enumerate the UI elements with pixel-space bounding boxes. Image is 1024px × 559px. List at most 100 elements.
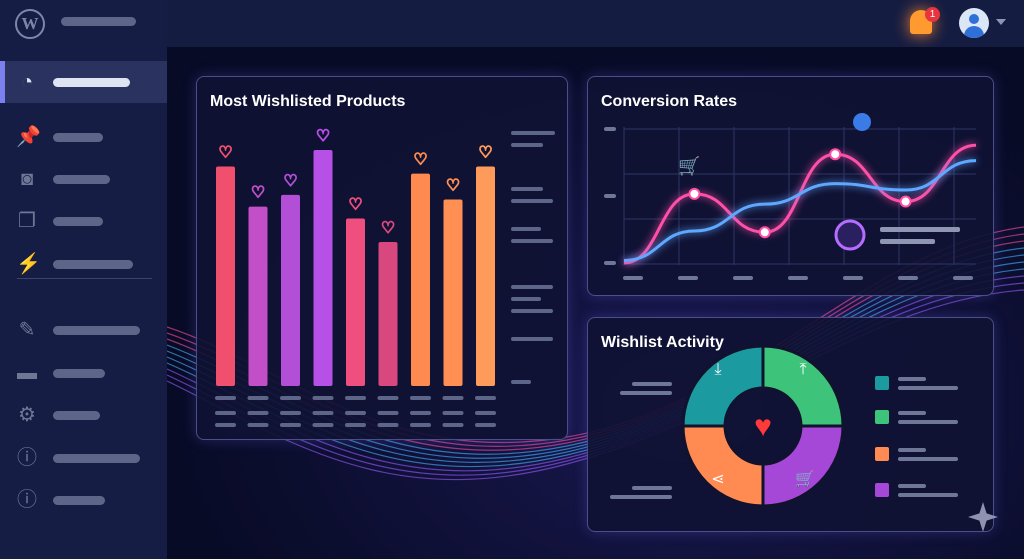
- series-line: [623, 143, 977, 265]
- annotation-placeholder: [880, 227, 960, 232]
- x-tick: [623, 276, 643, 280]
- wordpress-logo-icon[interactable]: W: [15, 9, 45, 39]
- chevron-down-icon[interactable]: [996, 19, 1006, 30]
- sidebar: W ◔ 📌 ◙ ❐ ⚡ ✎ ▬ ⚙ ⓘ ⓘ: [0, 0, 167, 559]
- sidebar-item[interactable]: ✎: [0, 309, 167, 351]
- x-label-placeholder: [345, 396, 366, 400]
- x-label-placeholder: [377, 423, 399, 427]
- wishlist-activity-card: ♥ ⤓ ⤒ 🛒 ⋖ Wishlist Activity: [587, 317, 994, 532]
- sidebar-item-label: [53, 175, 110, 184]
- bar-chart: ♡ ♡ ♡ ♡ ♡ ♡ ♡ ♡ ♡: [215, 127, 555, 427]
- sidebar-item-label: [53, 260, 133, 269]
- sidebar-item[interactable]: ⓘ: [0, 479, 167, 521]
- heart-icon: ♡: [446, 178, 460, 195]
- bar: [281, 194, 300, 386]
- x-label-placeholder: [312, 423, 334, 427]
- sidebar-item[interactable]: 📌: [0, 116, 167, 158]
- plugin-icon: ⚡: [16, 253, 41, 275]
- line-chart: 🛒: [604, 113, 977, 280]
- y-tick: [604, 261, 616, 265]
- heart-icon: ♡: [316, 128, 330, 145]
- x-label-placeholder: [280, 423, 301, 427]
- x-label-placeholder: [442, 396, 464, 400]
- legend-placeholder: [511, 297, 541, 301]
- x-label-placeholder: [345, 423, 366, 427]
- donut-slice: [761, 344, 845, 428]
- bar: [411, 173, 430, 386]
- download-icon: ⤓: [714, 361, 721, 378]
- sidebar-item[interactable]: ⓘ: [0, 437, 167, 479]
- x-label-placeholder: [280, 411, 301, 415]
- legend-placeholder: [511, 143, 543, 147]
- x-label-placeholder: [247, 411, 269, 415]
- legend-placeholder: [898, 457, 958, 461]
- legend-placeholder: [511, 187, 543, 191]
- x-label-placeholder: [377, 396, 399, 400]
- legend-placeholder: [511, 227, 541, 231]
- legend-placeholder: [898, 448, 926, 452]
- callout-placeholder: [632, 486, 672, 490]
- sidebar-item-label: [53, 78, 130, 87]
- donut-chart: ♥ ⤓ ⤒ 🛒 ⋖: [610, 344, 958, 508]
- media-icon: ◙: [20, 168, 34, 190]
- legend-placeholder: [511, 337, 553, 341]
- sidebar-item-label: [53, 454, 140, 463]
- legend-placeholder: [898, 493, 958, 497]
- x-tick: [788, 276, 808, 280]
- sidebar-item[interactable]: ⚡: [0, 243, 167, 285]
- sidebar-item[interactable]: ◙: [0, 158, 167, 200]
- y-tick: [604, 194, 616, 198]
- sidebar-item-label: [53, 411, 100, 420]
- legend-swatch: [875, 376, 889, 390]
- legend-swatch: [875, 410, 889, 424]
- heart-icon: ♡: [348, 196, 362, 213]
- pin-icon: 📌: [16, 126, 41, 148]
- sidebar-item[interactable]: ❐: [0, 200, 167, 242]
- donut-slice: [761, 424, 845, 508]
- heart-icon: ♡: [478, 145, 492, 162]
- info-icon: ⓘ: [17, 489, 37, 511]
- bar: [216, 166, 235, 386]
- site-name[interactable]: [61, 17, 136, 26]
- x-label-placeholder: [312, 396, 334, 400]
- sidebar-item[interactable]: ◔: [0, 61, 167, 103]
- legend-placeholder: [898, 484, 926, 488]
- x-tick: [843, 276, 863, 280]
- x-label-placeholder: [410, 423, 431, 427]
- x-tick: [678, 276, 698, 280]
- top-bar: [0, 0, 1024, 47]
- conversion-rates-card: 🛒 Conversion Rates: [587, 76, 994, 296]
- heart-icon: ♡: [381, 220, 395, 237]
- bar: [248, 206, 268, 386]
- heart-icon: ♥: [754, 410, 772, 443]
- sidebar-item[interactable]: ⚙: [0, 394, 167, 436]
- callout-placeholder: [610, 495, 672, 499]
- data-point: [688, 187, 701, 200]
- user-avatar[interactable]: [959, 8, 989, 38]
- x-tick: [733, 276, 753, 280]
- pages-icon: ❐: [18, 210, 36, 232]
- data-point: [758, 226, 771, 239]
- callout-placeholder: [620, 391, 672, 395]
- legend-placeholder: [898, 377, 926, 381]
- card-title: Wishlist Activity: [601, 334, 724, 351]
- x-label-placeholder: [410, 396, 431, 400]
- legend-placeholder: [898, 411, 926, 415]
- y-tick: [604, 127, 616, 131]
- sidebar-item-label: [53, 217, 103, 226]
- notification-button[interactable]: 1: [906, 6, 940, 40]
- sidebar-item[interactable]: ▬: [0, 352, 167, 394]
- series-line: [623, 159, 977, 262]
- bar: [346, 218, 365, 386]
- data-point: [899, 195, 912, 208]
- sidebar-item-label: [53, 326, 140, 335]
- callout-placeholder: [632, 382, 672, 386]
- cart-icon: 🛒: [678, 155, 700, 176]
- brush-icon: ✎: [18, 319, 36, 341]
- x-tick: [953, 276, 973, 280]
- legend-placeholder: [511, 380, 531, 384]
- legend-placeholder: [511, 239, 553, 243]
- legend-placeholder: [511, 285, 553, 289]
- x-label-placeholder: [475, 411, 496, 415]
- legend-placeholder: [898, 420, 958, 424]
